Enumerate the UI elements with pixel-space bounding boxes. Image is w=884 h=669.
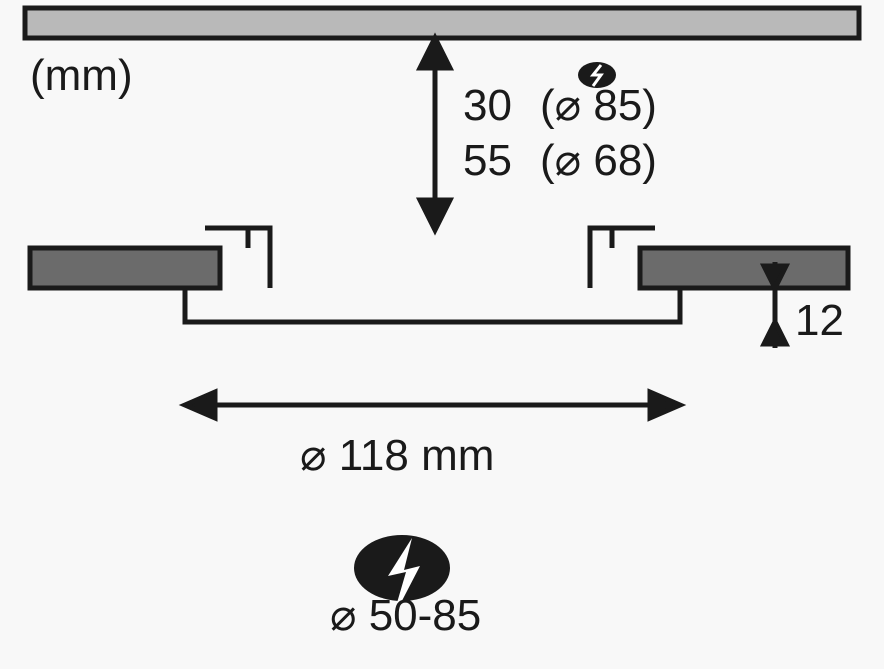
mount-board-right — [640, 248, 848, 288]
cutout-range: ⌀ 50-85 — [330, 591, 481, 640]
thickness-dimension-arrow — [764, 262, 786, 348]
mount-board-left — [30, 248, 220, 288]
dimension-diagram: (mm) 30 (⌀ 85) 55 (⌀ 68) 12 ⌀ 118 — [0, 0, 884, 669]
bolt-small-icon — [578, 62, 616, 88]
ceiling-slab — [25, 8, 859, 38]
unit-label: (mm) — [30, 51, 133, 100]
depth-value-1: 30 — [463, 81, 512, 130]
depth-value-2: 55 — [463, 136, 512, 185]
depth-aux-2: (⌀ 68) — [540, 136, 657, 185]
diameter-value: ⌀ 118 mm — [300, 431, 494, 480]
thickness-value: 12 — [795, 296, 844, 345]
fixture-plate — [185, 288, 680, 322]
width-dimension-arrow — [185, 392, 680, 418]
depth-dimension-arrow — [420, 38, 450, 230]
depth-aux-1: (⌀ 85) — [540, 81, 657, 130]
